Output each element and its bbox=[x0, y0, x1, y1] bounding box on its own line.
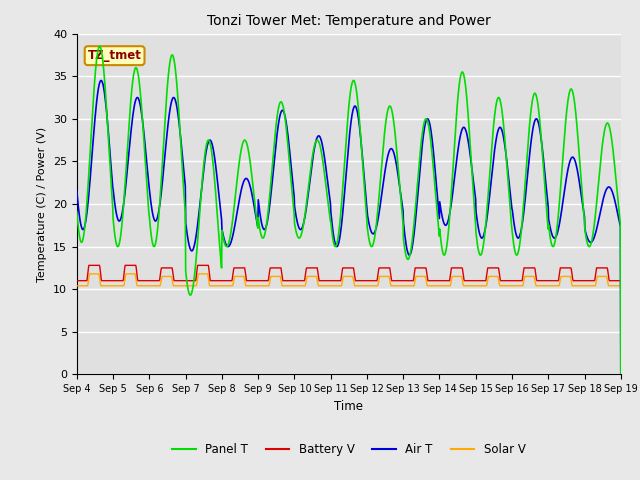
Air T bbox=[505, 174, 513, 180]
Panel T bbox=[505, 185, 513, 191]
Solar V bbox=[553, 283, 561, 288]
Battery V bbox=[85, 263, 93, 268]
Solar V bbox=[181, 283, 189, 288]
Battery V bbox=[553, 278, 561, 284]
Line: Battery V: Battery V bbox=[77, 265, 621, 281]
Air T bbox=[553, 232, 561, 238]
Panel T bbox=[95, 44, 103, 49]
Legend: Panel T, Battery V, Air T, Solar V: Panel T, Battery V, Air T, Solar V bbox=[168, 438, 530, 461]
Panel T bbox=[195, 231, 202, 237]
Air T bbox=[181, 180, 189, 185]
Panel T bbox=[181, 205, 189, 211]
Line: Air T: Air T bbox=[77, 81, 621, 374]
Solar V bbox=[73, 283, 81, 288]
Panel T bbox=[255, 221, 263, 227]
X-axis label: Time: Time bbox=[334, 400, 364, 413]
Solar V bbox=[617, 283, 625, 288]
Panel T bbox=[617, 372, 625, 377]
Air T bbox=[434, 194, 442, 200]
Battery V bbox=[255, 278, 263, 284]
Air T bbox=[255, 204, 263, 209]
Panel T bbox=[553, 229, 561, 235]
Line: Solar V: Solar V bbox=[77, 274, 621, 286]
Panel T bbox=[434, 214, 442, 220]
Battery V bbox=[195, 263, 202, 268]
Solar V bbox=[505, 283, 513, 288]
Line: Panel T: Panel T bbox=[77, 47, 621, 374]
Solar V bbox=[86, 271, 93, 277]
Air T bbox=[195, 217, 202, 223]
Battery V bbox=[617, 278, 625, 284]
Text: TZ_tmet: TZ_tmet bbox=[88, 49, 141, 62]
Battery V bbox=[73, 278, 81, 284]
Air T bbox=[97, 78, 105, 84]
Y-axis label: Temperature (C) / Power (V): Temperature (C) / Power (V) bbox=[37, 126, 47, 282]
Air T bbox=[617, 372, 625, 377]
Solar V bbox=[255, 283, 263, 288]
Battery V bbox=[181, 278, 189, 284]
Battery V bbox=[505, 278, 513, 284]
Solar V bbox=[434, 283, 442, 288]
Panel T bbox=[73, 208, 81, 214]
Air T bbox=[73, 188, 81, 194]
Battery V bbox=[434, 278, 442, 284]
Solar V bbox=[195, 272, 202, 278]
Title: Tonzi Tower Met: Temperature and Power: Tonzi Tower Met: Temperature and Power bbox=[207, 14, 491, 28]
